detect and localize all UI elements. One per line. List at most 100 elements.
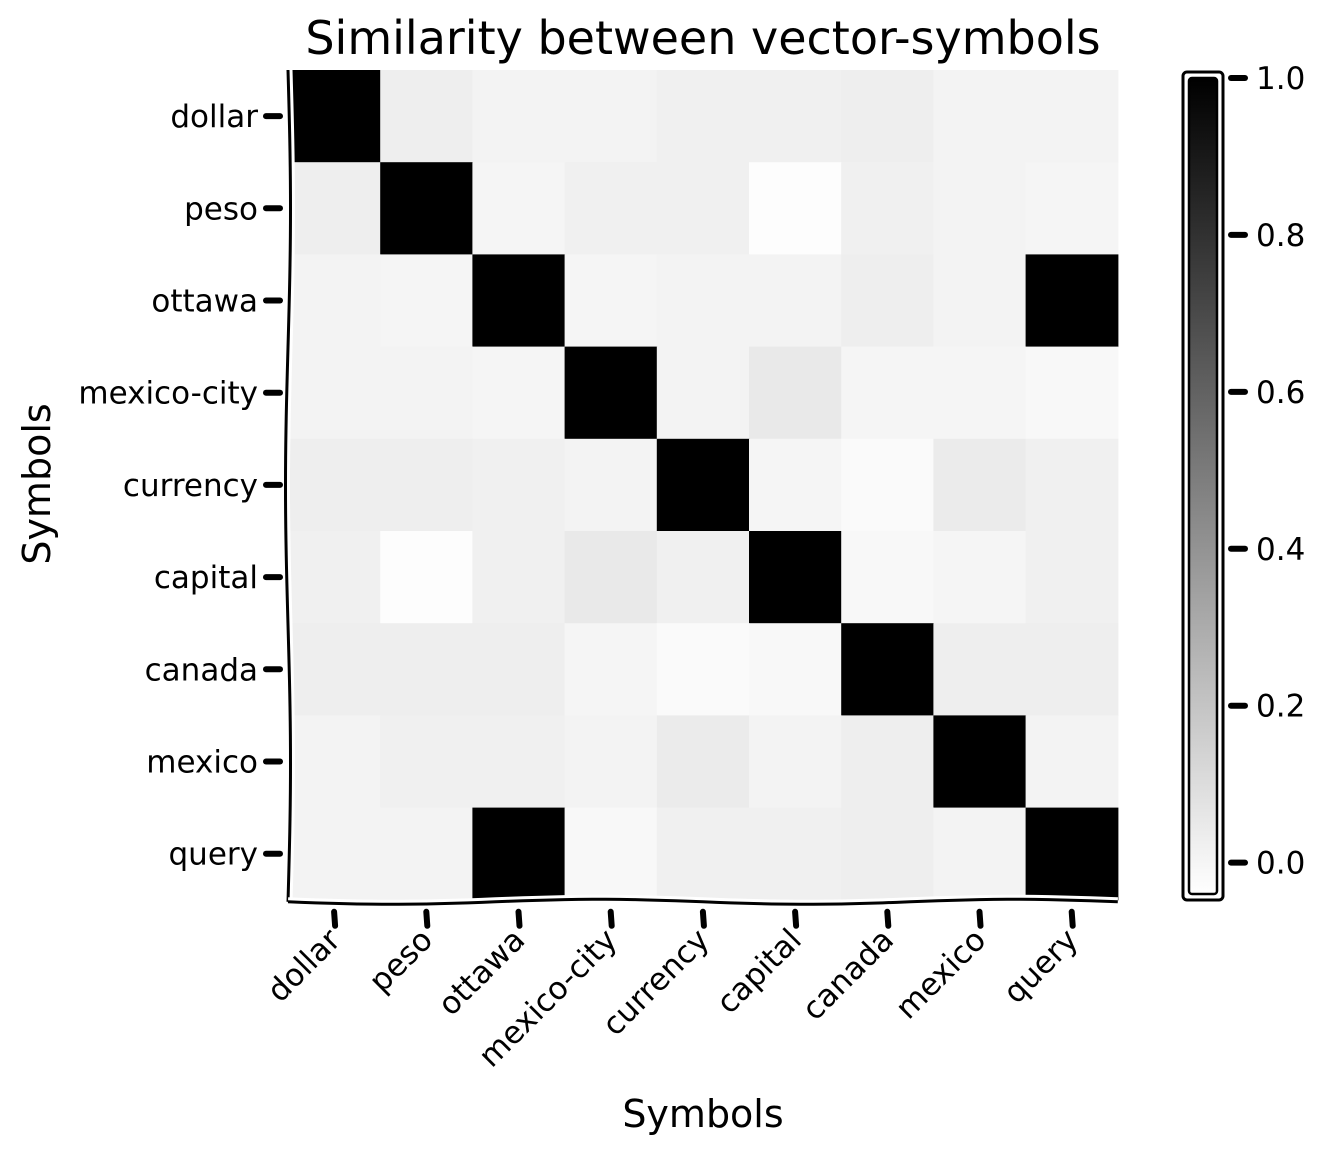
heatmap-cell-capital-capital (749, 531, 842, 624)
y-tick-label: ottawa (151, 284, 258, 320)
heatmap-cell-mexico-city-capital (749, 346, 842, 440)
heatmap-cell-mexico-ottawa (472, 715, 566, 809)
x-tick-mark (607, 908, 615, 929)
x-tick-mark (792, 908, 800, 929)
heatmap-cell-capital-mexico (933, 531, 1027, 624)
heatmap-cell-capital-peso (380, 531, 473, 624)
y-tick-label: dollar (170, 99, 258, 135)
heatmap-cell-capital-query (1025, 531, 1119, 624)
y-axis-label: Symbols (15, 403, 59, 564)
heatmap-cell-peso-peso (380, 162, 473, 255)
y-tick-label: mexico (146, 745, 258, 781)
heatmap-cell-mexico-dollar (288, 715, 381, 809)
heatmap-cell-currency-mexico-city (564, 438, 658, 532)
y-tick-label: query (169, 837, 259, 873)
chart-title: Similarity between vector-symbols (305, 11, 1100, 65)
heatmap-cell-peso-query (1025, 162, 1119, 255)
heatmap-cell-capital-mexico-city (564, 531, 658, 624)
heatmap-cell-ottawa-mexico (933, 254, 1027, 348)
x-tick-mark (1068, 908, 1076, 929)
heatmap-cell-dollar-dollar (288, 70, 381, 163)
heatmap-cell-capital-currency (656, 531, 750, 624)
y-tick-label: canada (145, 652, 258, 688)
heatmap-cell-peso-currency (656, 162, 750, 255)
heatmap-cell-peso-canada (841, 162, 934, 255)
heatmap-cell-query-peso (380, 807, 473, 901)
heatmap-cell-dollar-currency (656, 70, 750, 163)
y-spine (283, 69, 293, 902)
heatmap-cell-mexico-mexico (933, 715, 1027, 809)
heatmap-cell-mexico-city-ottawa (472, 346, 566, 440)
heatmap-cell-query-canada (841, 807, 934, 901)
x-tick-mark (699, 908, 707, 929)
heatmap-cell-peso-mexico (933, 162, 1027, 255)
heatmap-cell-currency-canada (841, 438, 934, 532)
x-tick-mark (515, 908, 523, 929)
heatmap-cell-peso-ottawa (472, 162, 566, 255)
colorbar-tick-label: 0.2 (1256, 689, 1305, 725)
heatmap-cell-peso-mexico-city (564, 162, 658, 255)
heatmap-cell-dollar-canada (841, 70, 934, 163)
colorbar: 0.0 0.2 0.4 0.6 0.8 1.0 (1181, 61, 1305, 902)
heatmap-cell-canada-ottawa (472, 623, 566, 716)
colorbar-tick-label: 0.6 (1256, 375, 1305, 411)
heatmap-cell-peso-capital (749, 162, 842, 255)
heatmap-cell-mexico-city-query (1025, 346, 1119, 440)
heatmap-cell-mexico-city-dollar (288, 346, 381, 440)
x-tick-label: dollar (260, 922, 348, 1010)
heatmap-cell-canada-query (1025, 623, 1119, 716)
heatmap-cell-canada-dollar (288, 623, 381, 716)
heatmap-cell-canada-mexico-city (564, 623, 658, 716)
x-axis-label: Symbols (622, 1092, 783, 1136)
colorbar-tick-label: 0.0 (1256, 846, 1305, 882)
heatmap-cell-dollar-mexico-city (564, 70, 658, 163)
y-tick-label: peso (184, 191, 258, 227)
heatmap-cell-mexico-city-canada (841, 346, 934, 440)
heatmap-cell-capital-canada (841, 531, 934, 624)
heatmap-cell-capital-dollar (288, 531, 381, 624)
heatmap-cell-mexico-currency (656, 715, 750, 809)
x-tick-label: peso (362, 922, 440, 1000)
heatmap-cell-dollar-capital (749, 70, 842, 163)
x-tick-label: mexico (889, 922, 993, 1026)
heatmap-cell-canada-canada (841, 623, 934, 716)
heatmap-cell-query-ottawa (472, 807, 566, 901)
heatmap-cell-mexico-city-peso (380, 346, 473, 440)
y-tick-label: capital (154, 560, 258, 596)
plot-frame (280, 69, 1118, 909)
heatmap-cell-query-mexico (933, 807, 1027, 901)
heatmap-cell-currency-peso (380, 438, 473, 532)
heatmap-cell-currency-currency (656, 438, 750, 532)
x-tick-mark (976, 908, 984, 929)
heatmap-cell-mexico-capital (749, 715, 842, 809)
heatmap-cell-canada-currency (656, 623, 750, 716)
heatmap-cell-ottawa-query (1025, 254, 1119, 348)
heatmap-cell-mexico-city-mexico-city (564, 346, 658, 440)
heatmap-cell-canada-capital (749, 623, 842, 716)
heatmap-cell-mexico-peso (380, 715, 473, 809)
colorbar-tick-label: 0.4 (1256, 532, 1305, 568)
colorbar-gradient (1187, 76, 1219, 896)
heatmap-cell-query-query (1025, 807, 1119, 901)
heatmap-cell-currency-mexico (933, 438, 1027, 532)
heatmap-cell-query-dollar (288, 807, 381, 901)
heatmap-cell-capital-ottawa (472, 531, 566, 624)
y-tick-label: mexico-city (78, 376, 258, 412)
x-tick-mark (884, 908, 892, 929)
heatmap-cell-ottawa-peso (380, 254, 473, 348)
x-tick-mark (331, 908, 339, 929)
heatmap-cell-ottawa-ottawa (472, 254, 566, 348)
heatmap-cell-peso-dollar (288, 162, 381, 255)
y-axis-ticks: dollar peso ottawa mexico-city currency capit… (78, 99, 283, 873)
heatmap-cell-ottawa-currency (656, 254, 750, 348)
colorbar-tick-label: 0.8 (1256, 218, 1305, 254)
heatmap-cell-dollar-mexico (933, 70, 1027, 163)
heatmap-cell-query-capital (749, 807, 842, 901)
x-axis-ticks: dollar pesoottawamexico-citycurrencycapit… (260, 908, 1085, 1074)
heatmap-cell-mexico-query (1025, 715, 1119, 809)
y-tick-label: currency (123, 468, 258, 504)
heatmap-cell-canada-mexico (933, 623, 1027, 716)
heatmap-cell-currency-capital (749, 438, 842, 532)
heatmap-cell-ottawa-capital (749, 254, 842, 348)
